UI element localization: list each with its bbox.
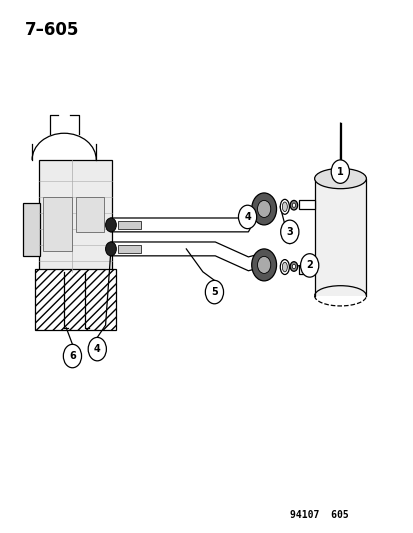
Circle shape <box>300 254 318 277</box>
Bar <box>314 179 366 296</box>
Ellipse shape <box>280 260 289 274</box>
Bar <box>76 197 104 232</box>
Bar <box>35 269 116 330</box>
Circle shape <box>251 249 276 281</box>
Ellipse shape <box>314 168 366 189</box>
Circle shape <box>105 218 116 232</box>
Circle shape <box>280 220 298 244</box>
Ellipse shape <box>290 262 297 271</box>
Ellipse shape <box>292 264 295 269</box>
Bar <box>23 203 40 256</box>
Ellipse shape <box>280 199 289 214</box>
Ellipse shape <box>290 200 297 210</box>
Circle shape <box>257 200 270 217</box>
Bar <box>118 245 140 253</box>
Ellipse shape <box>282 262 287 272</box>
Ellipse shape <box>292 203 295 207</box>
Bar <box>298 200 314 209</box>
Text: 2: 2 <box>306 261 312 270</box>
Text: 3: 3 <box>286 227 292 237</box>
Circle shape <box>63 344 81 368</box>
Text: 4: 4 <box>94 344 100 354</box>
Bar <box>39 160 112 272</box>
Text: 5: 5 <box>211 287 217 297</box>
Bar <box>298 265 314 274</box>
Circle shape <box>205 280 223 304</box>
Circle shape <box>238 205 256 229</box>
Circle shape <box>330 160 349 183</box>
Text: 1: 1 <box>336 167 343 176</box>
Circle shape <box>251 193 276 225</box>
Circle shape <box>105 242 116 256</box>
Text: 6: 6 <box>69 351 76 361</box>
Text: 4: 4 <box>244 212 250 222</box>
Bar <box>43 197 72 251</box>
Text: 7–605: 7–605 <box>25 21 79 39</box>
Circle shape <box>88 337 106 361</box>
Ellipse shape <box>282 202 287 212</box>
Text: 94107  605: 94107 605 <box>289 510 348 520</box>
Bar <box>118 221 140 229</box>
Circle shape <box>257 256 270 273</box>
